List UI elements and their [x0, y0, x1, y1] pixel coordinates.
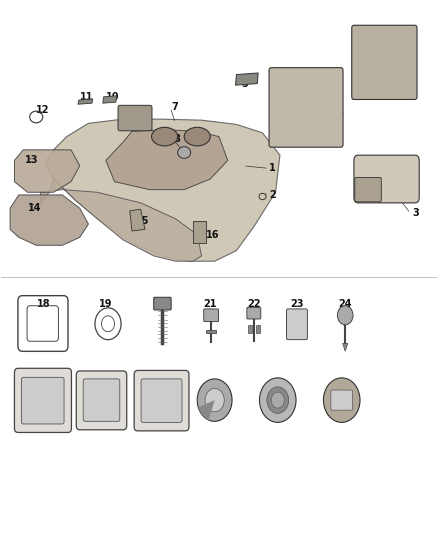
Text: 18: 18	[37, 298, 51, 309]
Text: 17: 17	[367, 182, 381, 192]
FancyBboxPatch shape	[247, 308, 261, 319]
Polygon shape	[45, 119, 280, 261]
Text: 16: 16	[206, 230, 219, 240]
Ellipse shape	[152, 127, 178, 146]
Text: 3: 3	[413, 208, 420, 219]
Text: 6: 6	[385, 50, 391, 59]
Text: 21: 21	[204, 298, 217, 309]
Wedge shape	[198, 400, 215, 420]
Circle shape	[267, 387, 289, 414]
Text: 20: 20	[155, 298, 169, 309]
Text: 26: 26	[99, 383, 113, 393]
Polygon shape	[248, 325, 252, 333]
Text: 5: 5	[241, 78, 247, 88]
Circle shape	[259, 378, 296, 422]
Text: 11: 11	[80, 92, 93, 102]
FancyBboxPatch shape	[154, 297, 171, 310]
Text: 14: 14	[28, 203, 41, 213]
Text: 28: 28	[208, 383, 222, 393]
Circle shape	[205, 389, 224, 412]
Polygon shape	[41, 179, 201, 261]
FancyBboxPatch shape	[76, 371, 127, 430]
Text: 13: 13	[25, 156, 39, 165]
Text: 25: 25	[37, 383, 51, 393]
Polygon shape	[10, 195, 88, 245]
Circle shape	[323, 378, 360, 422]
Polygon shape	[256, 325, 260, 333]
Polygon shape	[106, 130, 228, 190]
FancyBboxPatch shape	[141, 379, 182, 422]
FancyBboxPatch shape	[355, 177, 381, 202]
Polygon shape	[206, 330, 216, 333]
Circle shape	[337, 306, 353, 325]
Polygon shape	[14, 150, 80, 192]
FancyBboxPatch shape	[354, 155, 419, 203]
Ellipse shape	[178, 147, 191, 158]
Polygon shape	[236, 73, 258, 85]
Bar	[193, 221, 206, 243]
Text: 23: 23	[290, 298, 304, 309]
Text: 19: 19	[99, 298, 113, 309]
Text: 12: 12	[36, 105, 49, 115]
Text: 15: 15	[136, 216, 150, 227]
FancyBboxPatch shape	[286, 309, 307, 340]
Text: 8: 8	[173, 134, 180, 144]
Text: 30: 30	[334, 383, 348, 393]
FancyBboxPatch shape	[21, 377, 64, 424]
FancyBboxPatch shape	[352, 25, 417, 100]
Text: 4: 4	[336, 108, 343, 118]
FancyBboxPatch shape	[269, 68, 343, 147]
Text: 29: 29	[269, 383, 283, 393]
Text: 7: 7	[171, 102, 178, 112]
FancyBboxPatch shape	[14, 368, 71, 432]
Polygon shape	[343, 343, 348, 351]
Text: 24: 24	[339, 298, 352, 309]
Text: 9: 9	[127, 116, 134, 126]
Text: 27: 27	[155, 383, 169, 393]
Polygon shape	[103, 96, 117, 103]
FancyBboxPatch shape	[83, 379, 120, 421]
Text: 2: 2	[269, 190, 276, 200]
Ellipse shape	[184, 127, 210, 146]
Text: 22: 22	[247, 298, 261, 309]
FancyBboxPatch shape	[134, 370, 189, 431]
FancyBboxPatch shape	[331, 390, 353, 410]
Circle shape	[271, 392, 284, 408]
Polygon shape	[130, 209, 145, 231]
FancyBboxPatch shape	[118, 106, 152, 131]
Polygon shape	[78, 99, 93, 104]
Text: 10: 10	[106, 92, 119, 102]
Text: 1: 1	[269, 164, 276, 173]
Circle shape	[197, 379, 232, 421]
FancyBboxPatch shape	[204, 309, 219, 321]
